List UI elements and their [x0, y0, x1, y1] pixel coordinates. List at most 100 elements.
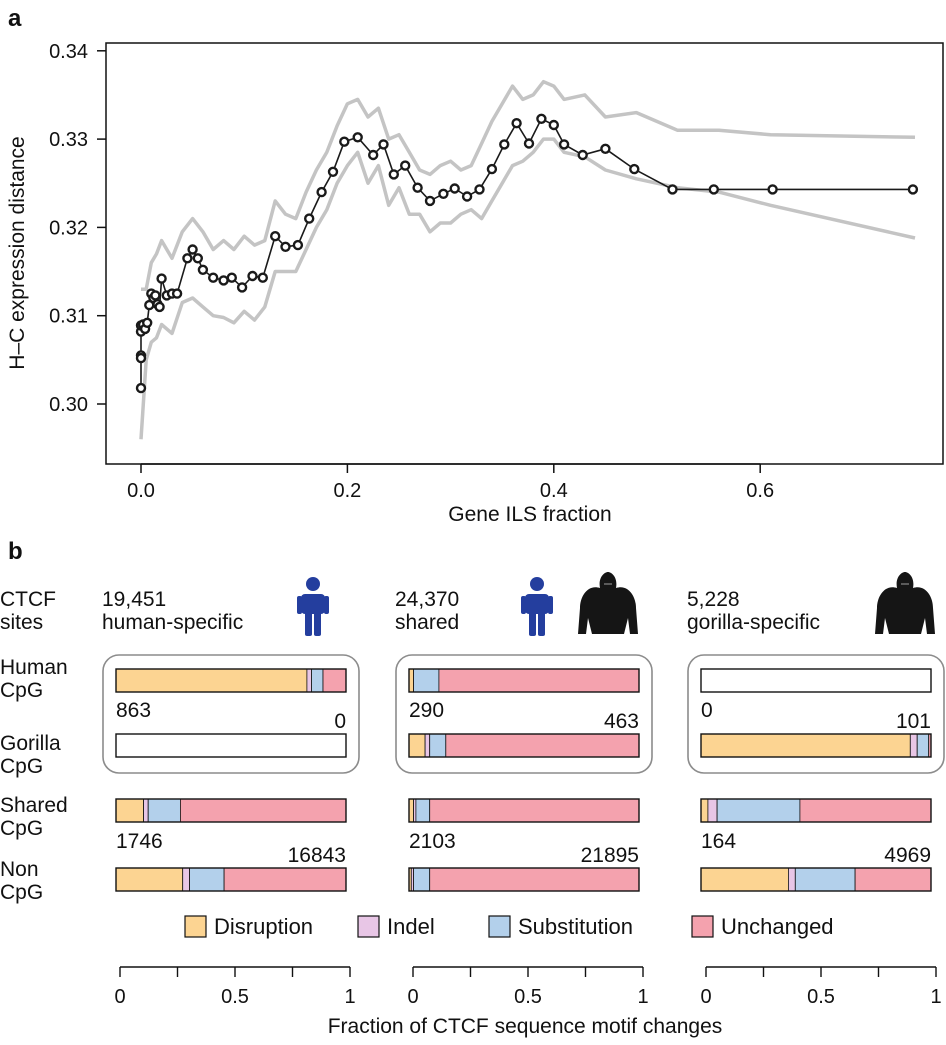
data-point — [156, 273, 167, 284]
data-point — [292, 239, 304, 251]
b-x-axis-label: Fraction of CTCF sequence motif changes — [328, 1015, 723, 1038]
data-point — [536, 113, 547, 125]
data-point — [218, 275, 229, 286]
fraction-tick-label: 0 — [407, 986, 418, 1008]
data-point — [304, 213, 315, 224]
site-label: gorilla-specific — [687, 611, 820, 634]
y-axis-label: H–C expression distance — [6, 136, 29, 369]
stacked-bar — [700, 798, 932, 823]
lower-band-line — [139, 137, 916, 440]
human-leg — [529, 610, 536, 636]
cpg-box — [395, 654, 653, 774]
gorilla-icon — [875, 572, 935, 634]
count-right-top: 0 — [334, 710, 346, 733]
human-leg — [305, 610, 312, 636]
x-tick-label: 0.0 — [127, 480, 155, 502]
bar-outline — [408, 798, 640, 823]
fraction-tick-label: 1 — [637, 986, 648, 1008]
fraction-tick-label: 0 — [114, 986, 125, 1008]
bar-segment-disruption — [700, 867, 789, 892]
bar-outline — [700, 733, 932, 758]
legend-label: Indel — [387, 914, 435, 939]
bar-outline — [700, 798, 932, 823]
bar-segment-substitution — [311, 668, 324, 693]
legend-swatch — [184, 915, 207, 938]
fraction-tick-label: 0.5 — [807, 986, 835, 1008]
y-tick-label: 0.30 — [49, 394, 88, 416]
data-point — [629, 163, 640, 175]
legend-item-substitution: Substitution — [488, 914, 633, 939]
data-point — [558, 139, 570, 150]
fraction-axes: 0 0.5 1 0 0.5 1 0 0.5 1 — [114, 966, 942, 1008]
data-point — [187, 244, 198, 255]
legend: Disruption Indel Substitution Unchanged — [184, 914, 834, 939]
bar-segment-unchanged — [429, 867, 640, 892]
fraction-axis: 0 0.5 1 — [700, 966, 942, 1008]
bar-segment-indel — [424, 733, 431, 758]
stacked-bar — [115, 668, 347, 693]
data-point — [667, 184, 678, 195]
data-point — [316, 186, 327, 198]
panel-a: a 0.0 0.2 0.4 0.6 0.30 0.31 0.32 0.33 0.34 Gene … — [6, 5, 944, 526]
legend-item-indel: Indel — [357, 914, 435, 939]
bar-outline — [700, 668, 932, 693]
bar-segment-indel — [909, 733, 918, 758]
legend-swatch — [691, 915, 714, 938]
fraction-tick-label: 0.5 — [514, 986, 542, 1008]
data-point — [400, 160, 411, 171]
human-icon — [521, 577, 553, 636]
data-point — [523, 138, 535, 149]
data-point — [499, 139, 510, 150]
site-count: 19,451 — [102, 588, 166, 611]
bar-segment-disruption — [408, 733, 426, 758]
bar-segment-disruption — [115, 798, 145, 823]
count-right-top: 463 — [604, 710, 639, 733]
row-label-gorilla-line-1: Gorilla — [0, 732, 61, 755]
data-point — [270, 230, 281, 242]
bar-segment-unchanged — [223, 867, 347, 892]
site-count: 5,228 — [687, 588, 740, 611]
stacked-bar — [700, 668, 932, 693]
y-tick-label: 0.31 — [49, 306, 88, 328]
x-tick-label: 0.2 — [333, 480, 361, 502]
bar-segment-unchanged — [445, 733, 640, 758]
gorilla-silhouette — [875, 572, 935, 634]
data-point — [708, 184, 719, 195]
bar-segment-disruption — [115, 668, 308, 693]
row-label-gorilla-line-2: CpG — [0, 755, 43, 778]
legend-label: Substitution — [518, 914, 633, 939]
data-point — [600, 143, 611, 155]
bar-segment-substitution — [413, 668, 440, 693]
bar-outline — [408, 867, 640, 892]
count-right-bottom: 16843 — [288, 844, 346, 867]
site-count: 24,370 — [395, 588, 459, 611]
bar-segment-substitution — [189, 867, 225, 892]
legend-swatch — [488, 915, 511, 938]
data-point — [280, 241, 291, 253]
bar-segment-indel — [707, 798, 718, 823]
bar-segment-indel — [306, 668, 312, 693]
count-left-bottom: 2103 — [409, 830, 456, 853]
count-left-bottom: 1746 — [116, 830, 163, 853]
x-axis-label: Gene ILS fraction — [448, 503, 611, 526]
bar-segment-indel — [143, 798, 149, 823]
stacked-bar — [408, 733, 640, 758]
bar-segment-substitution — [916, 733, 930, 758]
data-point — [767, 184, 778, 195]
data-point — [226, 272, 238, 283]
data-point — [141, 317, 153, 328]
bar-segment-substitution — [415, 798, 431, 823]
data-point — [368, 149, 379, 161]
human-arm — [548, 596, 553, 614]
x-tick-label: 0.6 — [746, 480, 774, 502]
cpg-box — [687, 654, 945, 774]
cpg-box — [102, 654, 360, 774]
row-label-human-line-2: CpG — [0, 679, 43, 702]
bar-outline — [408, 668, 640, 693]
data-point — [424, 195, 436, 207]
data-point — [907, 184, 919, 195]
human-arm — [297, 596, 302, 614]
bar-outline — [115, 867, 347, 892]
y-tick-label: 0.33 — [49, 129, 88, 151]
